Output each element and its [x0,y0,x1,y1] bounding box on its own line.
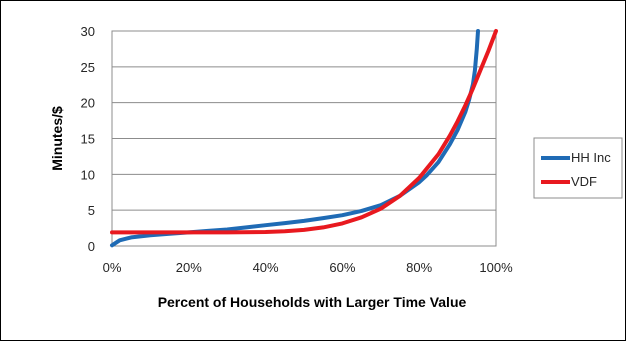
x-tick-label: 60% [329,260,355,275]
y-tick-label: 0 [88,239,95,254]
series-lines [110,29,498,248]
x-axis-title: Percent of Households with Larger Time V… [158,294,467,310]
y-tick-label: 20 [81,96,95,111]
legend-label-vdf: VDF [571,174,597,189]
x-tick-label: 0% [103,260,122,275]
x-tick-label: 20% [176,260,202,275]
x-tick-label: 100% [479,260,513,275]
y-axis-tick-labels: 0 5 10 15 20 25 30 [81,24,95,254]
x-tick-label: 40% [253,260,279,275]
y-tick-label: 10 [81,167,95,182]
y-tick-label: 30 [81,24,95,39]
legend-label-hh-inc: HH Inc [571,150,611,165]
x-axis-tick-labels: 0% 20% 40% 60% 80% 100% [103,260,513,275]
series-line-vdf [110,29,498,235]
y-tick-label: 25 [81,60,95,75]
legend-box [533,137,623,199]
y-axis-title: Minutes/$ [49,106,65,171]
x-tick-label: 80% [406,260,432,275]
y-tick-label: 15 [81,132,95,147]
plot-area-border [111,30,497,247]
legend: HH Inc VDF [533,137,623,199]
gridlines [112,30,496,247]
y-tick-label: 5 [88,203,95,218]
